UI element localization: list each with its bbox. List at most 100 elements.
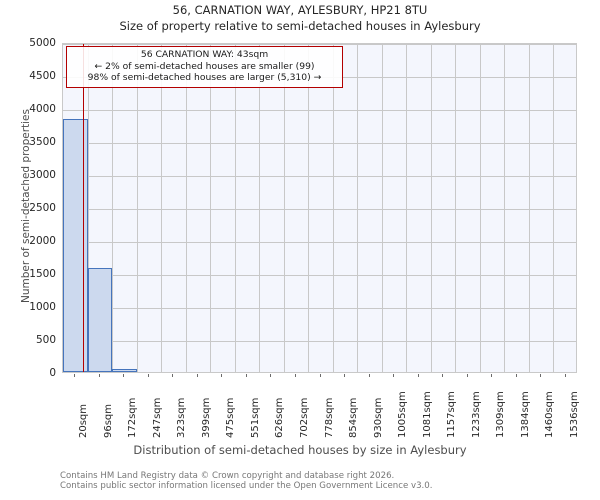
x-axis-tick-label: 1536sqm: [568, 391, 580, 438]
gridline-vertical: [528, 44, 530, 372]
x-axis-tick-label: 399sqm: [200, 397, 212, 438]
annotation-line-2: ← 2% of semi-detached houses are smaller…: [94, 60, 315, 72]
gridline-vertical: [332, 44, 334, 372]
gridline-vertical: [185, 44, 187, 372]
x-axis-tick-mark: [466, 374, 468, 377]
x-axis-tick-mark: [294, 374, 296, 377]
x-axis-tick-label: 854sqm: [348, 397, 360, 438]
x-axis-tick-mark: [417, 374, 419, 377]
x-axis-tick-mark: [172, 374, 174, 377]
gridline-vertical: [234, 44, 236, 372]
x-axis-tick-label: 172sqm: [127, 397, 139, 438]
annotation-line-1: 56 CARNATION WAY: 43sqm: [140, 49, 269, 60]
x-axis-tick-label: 20sqm: [78, 403, 90, 438]
y-axis: 0 500 1000 1500 2000 2500 3000 3500 4000 4500 5000: [0, 37, 56, 379]
gridline-vertical: [357, 44, 359, 372]
gridline-horizontal: [63, 143, 576, 144]
x-axis-tick-mark: [98, 374, 100, 377]
gridline-horizontal: [63, 242, 576, 243]
y-axis-tick-label: 3000: [29, 169, 56, 181]
gridline-vertical: [308, 44, 310, 372]
y-axis-title: Number of semi-detached properties: [20, 109, 32, 303]
x-axis-tick-mark: [123, 374, 125, 377]
gridline-vertical: [430, 44, 432, 372]
x-axis: 20sqm 96sqm 172sqm 247sqm 323sqm 399sqm 475sqm…: [0, 376, 600, 440]
y-axis-tick-label: 500: [35, 334, 56, 346]
x-axis-tick-label: 626sqm: [274, 397, 286, 438]
gridline-horizontal: [63, 341, 576, 342]
y-axis-tick-label: 2000: [29, 235, 56, 247]
chart-subtitle: Size of property relative to semi-detach…: [119, 19, 481, 33]
x-axis-tick-label: 778sqm: [323, 397, 335, 438]
x-axis-tick-label: 1309sqm: [495, 391, 507, 438]
y-axis-tick-label: 3500: [29, 136, 56, 148]
property-annotation-box: 56 CARNATION WAY: 43sqm ← 2% of semi-det…: [66, 46, 343, 88]
gridline-horizontal: [63, 110, 576, 111]
gridline-vertical: [553, 44, 555, 372]
x-axis-tick-label: 1233sqm: [470, 391, 482, 438]
bar: [112, 369, 137, 372]
gridline-vertical: [87, 44, 89, 372]
y-axis-tick-label: 2500: [29, 202, 56, 214]
gridline-horizontal: [63, 44, 576, 45]
x-axis-tick-mark: [196, 374, 198, 377]
gridline-horizontal: [63, 275, 576, 276]
y-axis-tick-label: 4000: [29, 103, 56, 115]
y-axis-tick-label: 1000: [29, 301, 56, 313]
gridline-vertical: [161, 44, 163, 372]
x-axis-tick-mark: [245, 374, 247, 377]
x-axis-tick-label: 551sqm: [249, 397, 261, 438]
gridline-vertical: [504, 44, 506, 372]
y-axis-tick-label: 4500: [29, 70, 56, 82]
gridline-horizontal: [63, 176, 576, 177]
x-axis-tick-mark: [147, 374, 149, 377]
property-size-marker-line: [82, 44, 85, 372]
x-axis-tick-mark: [393, 374, 395, 377]
x-axis-tick-mark: [368, 374, 370, 377]
y-axis-tick-label: 1500: [29, 268, 56, 280]
x-axis-tick-mark: [442, 374, 444, 377]
x-axis-tick-label: 1384sqm: [519, 391, 531, 438]
footer-line-1: Contains HM Land Registry data © Crown c…: [60, 471, 395, 481]
x-axis-tick-label: 1460sqm: [544, 391, 556, 438]
footer-line-2: Contains public sector information licen…: [60, 481, 433, 491]
x-axis-tick-mark: [491, 374, 493, 377]
x-axis-tick-mark: [221, 374, 223, 377]
footer-attribution: Contains HM Land Registry data © Crown c…: [60, 471, 580, 491]
gridline-vertical: [479, 44, 481, 372]
gridline-vertical: [136, 44, 138, 372]
x-axis-tick-label: 1157sqm: [446, 391, 458, 438]
gridline-vertical: [381, 44, 383, 372]
x-axis-tick-mark: [270, 374, 272, 377]
x-axis-tick-label: 1081sqm: [421, 391, 433, 438]
gridline-vertical: [259, 44, 261, 372]
x-axis-tick-label: 702sqm: [298, 397, 310, 438]
bar: [87, 268, 113, 372]
gridline-vertical: [112, 44, 114, 372]
x-axis-tick-mark: [74, 374, 76, 377]
x-axis-tick-label: 475sqm: [225, 397, 237, 438]
x-axis-tick-label: 247sqm: [151, 397, 163, 438]
x-axis-tick-mark: [515, 374, 517, 377]
x-axis-tick-mark: [344, 374, 346, 377]
annotation-line-3: 98% of semi-detached houses are larger (…: [87, 72, 322, 83]
gridline-vertical: [210, 44, 212, 372]
x-axis-tick-label: 930sqm: [372, 397, 384, 438]
x-axis-tick-label: 96sqm: [102, 403, 114, 438]
x-axis-tick-mark: [319, 374, 321, 377]
x-axis-tick-mark: [540, 374, 542, 377]
gridline-vertical: [455, 44, 457, 372]
y-axis-tick-label: 0: [49, 367, 56, 379]
x-axis-tick-label: 1005sqm: [397, 391, 409, 438]
y-axis-tick-label: 5000: [29, 37, 56, 49]
plot-area: [62, 43, 577, 373]
x-axis-title: Distribution of semi-detached houses by …: [133, 443, 467, 457]
x-axis-tick-label: 323sqm: [176, 397, 188, 438]
gridline-horizontal: [63, 209, 576, 210]
chart-title-block: 56, CARNATION WAY, AYLESBURY, HP21 8TU S…: [0, 2, 600, 34]
gridline-vertical: [406, 44, 408, 372]
x-axis-tick-mark: [564, 374, 566, 377]
gridline-horizontal: [63, 308, 576, 309]
gridline-vertical: [283, 44, 285, 372]
page-title: 56, CARNATION WAY, AYLESBURY, HP21 8TU: [172, 3, 428, 17]
